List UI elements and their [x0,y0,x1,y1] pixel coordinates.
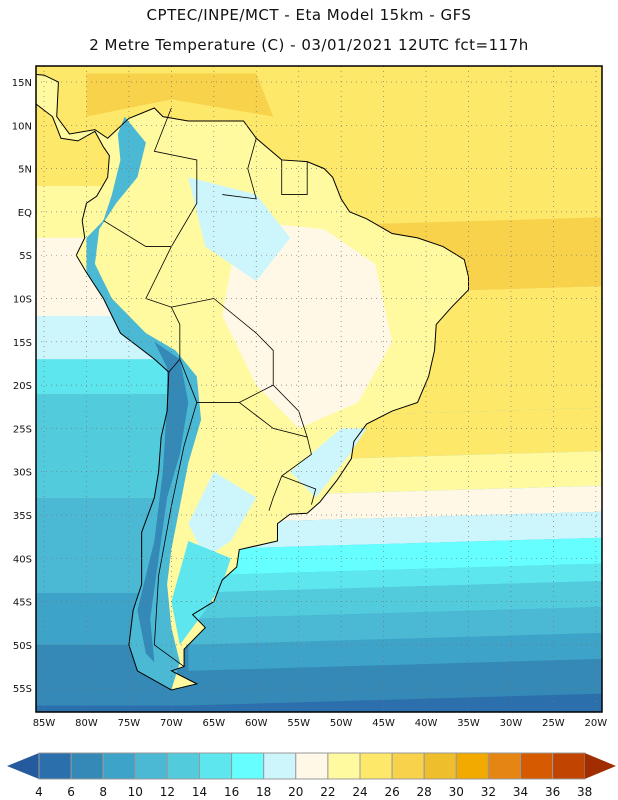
atlantic-temp-band [188,537,602,576]
colorbar-tick-label: 6 [67,785,75,799]
atlantic-temp-band [188,511,602,550]
country-border [168,358,181,373]
lon-label: 75W [118,718,141,729]
colorbar-swatch [327,752,361,780]
colorbar-tick-label: 36 [545,785,560,799]
south-brazil-cool-region [290,428,367,498]
lon-label: 50W [330,718,353,729]
colorbar-swatch [520,752,554,780]
lat-label: 25S [13,424,32,435]
colorbar-tick-label: 34 [513,785,528,799]
coastline [36,74,469,691]
colorbar-tick-label: 8 [99,785,107,799]
colorbar-under-arrow [7,753,39,779]
colorbar-swatch [552,752,586,780]
colorbar-swatch [38,752,72,780]
title-line-1: CPTEC/INPE/MCT - Eta Model 15km - GFS [146,6,472,24]
colorbar-tick-label: 10 [128,785,143,799]
lat-label: 50S [13,641,32,652]
colorbar-swatch [423,752,457,780]
country-border [145,246,274,403]
lon-label: 30W [500,718,523,729]
lat-label: 20S [13,381,32,392]
axis-labels: 15N 10N 5N EQ 5S 10S 15S 20S 25S 30S 35S 40S 45S 50S 5… [12,78,607,729]
lat-label: 15S [13,338,32,349]
high-andes-region [137,341,189,663]
patagonia-region [171,540,231,645]
colorbar-over-arrow [584,753,616,779]
lat-label: 10N [12,121,32,132]
colorbar-swatch [295,752,329,780]
colorbar-swatch [391,752,425,780]
colorbar-swatch [134,752,168,780]
lat-label: 55S [13,684,32,695]
caribbean-warm-patch [86,73,274,117]
lat-label: 35S [13,511,32,522]
colorbar-swatch [102,752,136,780]
lon-label: 40W [415,718,438,729]
country-border [153,402,198,667]
lon-label: 35W [457,718,480,729]
colorbar-tick-label: 24 [352,785,367,799]
lat-label: 15N [12,78,32,89]
atlantic-temp-band [188,580,602,619]
lat-label: EQ [18,208,32,219]
colorbar: 4 6 8 10 12 14 16 18 20 22 24 26 28 30 32 34 36 38 [7,752,616,799]
country-border [103,107,198,247]
colorbar-swatch [199,752,233,780]
colorbar-tick-label: 18 [256,785,271,799]
map-field [36,66,602,712]
colorbar-tick-label: 30 [449,785,464,799]
colorbar-swatch [231,752,265,780]
continent [36,74,469,691]
colorbar-swatch [263,752,297,780]
colorbar-swatch [166,752,200,780]
lon-label: 85W [33,718,56,729]
lat-label: 10S [13,295,32,306]
atlantic-temp-band [188,632,602,671]
title-line-2: 2 Metre Temperature (C) - 03/01/2021 12U… [89,36,529,54]
lon-label: 20W [585,718,608,729]
amazon-cool-region [188,177,291,282]
colorbar-swatch [455,752,489,780]
interior-mild-region [222,220,393,429]
colorbar-tick-label: 28 [417,785,432,799]
colorbar-swatch [70,752,104,780]
atlantic-temp-band [188,563,602,593]
colorbar-tick-label: 22 [320,785,335,799]
lon-label: 70W [160,718,183,729]
lon-label: 45W [372,718,395,729]
colorbar-swatch [487,752,521,780]
country-border [281,159,308,195]
atlantic-temp-band [188,658,602,706]
colorbar-tick-label: 38 [577,785,592,799]
colorbar-tick-label: 32 [481,785,496,799]
colorbar-swatch [359,752,393,780]
pampas-cool-region [188,471,257,559]
country-border [281,475,317,505]
colorbar-tick-label: 4 [35,785,43,799]
atlantic-temp-band [188,693,602,712]
lat-label: 45S [13,598,32,609]
colorbar-tick-label: 12 [160,785,175,799]
lat-label: 30S [13,468,32,479]
colorbar-tick-label: 14 [192,785,207,799]
colorbar-tick-label: 16 [224,785,239,799]
lon-label: 55W [287,718,310,729]
lat-label: 5N [18,165,32,176]
lon-label: 80W [75,718,98,729]
lon-label: 25W [542,718,565,729]
colorbar-tick-label: 20 [288,785,303,799]
colorbar-tick-label: 26 [384,785,399,799]
lon-label: 65W [202,718,225,729]
map-frame [35,65,603,713]
country-border [222,138,257,200]
lon-label: 60W [245,718,268,729]
lat-label: 5S [19,251,32,262]
lat-label: 40S [13,554,32,565]
atlantic-temp-band [188,606,602,645]
